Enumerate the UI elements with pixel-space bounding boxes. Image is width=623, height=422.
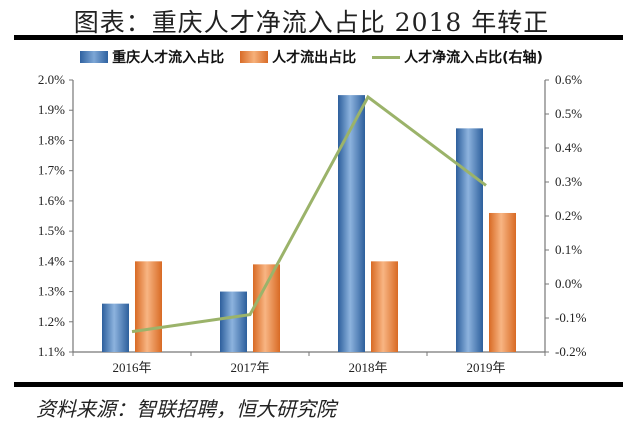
- left-axis-tick: 1.8%: [38, 132, 65, 147]
- x-axis-label: 2019年: [466, 360, 505, 375]
- bar-inflow: [220, 291, 247, 352]
- right-axis-tick: -0.2%: [555, 344, 587, 359]
- legend-item-outflow: 人才流出占比: [240, 47, 356, 67]
- x-axis-label: 2016年: [112, 360, 151, 375]
- bar-outflow: [371, 261, 398, 352]
- left-axis-tick: 2.0%: [38, 72, 65, 87]
- legend-swatch-orange: [240, 51, 269, 63]
- legend-item-net: 人才净流入占比(右轴): [372, 47, 543, 67]
- left-axis-tick: 1.6%: [38, 193, 65, 208]
- legend-label: 人才净流入占比(右轴): [404, 50, 543, 66]
- left-axis-tick: 1.1%: [38, 344, 65, 359]
- right-axis-tick: 0.6%: [555, 72, 582, 87]
- bar-inflow: [102, 303, 129, 352]
- right-axis-tick: 0.2%: [555, 208, 582, 223]
- legend-label: 人才流出占比: [272, 50, 357, 66]
- left-axis-tick: 1.2%: [38, 314, 65, 329]
- legend-item-inflow: 重庆人才流入占比: [80, 47, 224, 67]
- left-axis-tick: 1.3%: [38, 284, 65, 299]
- right-axis-tick: 0.5%: [555, 106, 582, 121]
- x-axis-label: 2018年: [348, 360, 387, 375]
- bar-outflow: [135, 261, 162, 352]
- right-axis-tick: -0.1%: [555, 310, 587, 325]
- right-axis-tick: 0.0%: [555, 276, 582, 291]
- axes: 2.0% 1.9% 1.8% 1.7% 1.6% 1.5% 1.4% 1.3% 1.2% 1.1%…: [38, 72, 587, 375]
- right-axis-tick: 0.1%: [555, 242, 582, 257]
- left-axis-tick: 1.4%: [38, 253, 65, 268]
- legend-swatch-blue: [80, 51, 109, 63]
- left-axis-tick: 1.9%: [38, 102, 65, 117]
- bar-outflow: [253, 264, 280, 352]
- bar-inflow: [338, 95, 365, 352]
- right-axis-tick: 0.3%: [555, 174, 582, 189]
- x-axis-label: 2017年: [230, 360, 269, 375]
- legend: 重庆人才流入占比 人才流出占比 人才净流入占比(右轴): [0, 47, 623, 67]
- right-axis-tick: 0.4%: [555, 140, 582, 155]
- bar-inflow: [456, 128, 483, 352]
- left-axis-tick: 1.5%: [38, 223, 65, 238]
- bars: [102, 95, 516, 352]
- legend-swatch-line: [372, 55, 401, 59]
- chart-title: 图表：重庆人才净流入占比 2018 年转正: [73, 8, 550, 37]
- left-axis-tick: 1.7%: [38, 163, 65, 178]
- legend-label: 重庆人才流入占比: [112, 50, 225, 66]
- bottom-rule: [14, 382, 623, 387]
- line-net-inflow: [131, 94, 487, 334]
- top-rule: [14, 35, 623, 40]
- bar-outflow: [489, 212, 516, 352]
- chart-plot: 2.0% 1.9% 1.8% 1.7% 1.6% 1.5% 1.4% 1.3% 1.2% 1.1%…: [38, 72, 587, 375]
- source-note: 资料来源：智联招聘，恒大研究院: [36, 397, 336, 421]
- net-inflow-line: [131, 94, 487, 334]
